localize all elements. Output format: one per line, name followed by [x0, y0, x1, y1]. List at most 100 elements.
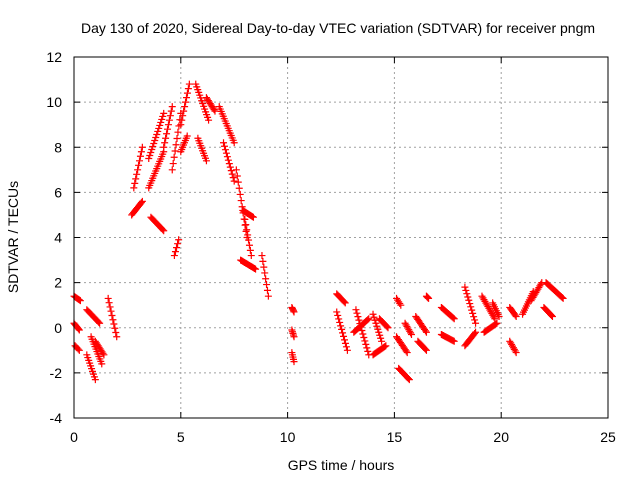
data-point [137, 148, 145, 156]
data-point [75, 346, 83, 354]
data-point [258, 252, 266, 260]
data-point [98, 360, 106, 368]
data-point [468, 306, 476, 314]
data-point [537, 280, 545, 288]
data-point [290, 333, 298, 341]
data-point [407, 331, 415, 339]
data-point [162, 134, 170, 142]
data-point [160, 227, 168, 235]
data-point [492, 320, 500, 328]
data-point [136, 157, 144, 165]
data-point [156, 121, 164, 129]
data-point [382, 342, 390, 350]
data-point [205, 116, 213, 124]
data-point [340, 336, 348, 344]
y-tick-label: 2 [54, 275, 62, 291]
data-point [133, 170, 141, 178]
y-tick-label: 4 [54, 230, 62, 246]
data-point [403, 349, 411, 357]
data-point [164, 121, 172, 129]
data-point [150, 139, 158, 147]
data-point [169, 160, 177, 168]
data-point [264, 292, 272, 300]
data-point [261, 269, 269, 277]
data-point [164, 125, 172, 133]
data-point [75, 296, 83, 304]
y-tick-label: 6 [54, 184, 62, 200]
data-point [338, 325, 346, 333]
data-point [251, 264, 259, 272]
data-point [558, 294, 566, 302]
data-point [362, 340, 370, 348]
data-point [160, 109, 168, 117]
data-point [170, 153, 178, 161]
data-point [422, 328, 430, 336]
data-point [134, 166, 142, 174]
data-point [360, 333, 368, 341]
data-point [95, 318, 103, 326]
data-point [449, 314, 457, 322]
data-point [74, 345, 82, 353]
data-point [183, 89, 191, 97]
data-point [152, 133, 160, 141]
data-point [174, 128, 182, 136]
data-point [491, 315, 499, 323]
data-point [105, 299, 113, 307]
x-tick-label: 15 [387, 429, 403, 445]
data-point [548, 312, 556, 320]
data-point [171, 248, 179, 256]
data-point [112, 329, 120, 337]
data-point [263, 281, 271, 289]
data-point [153, 130, 161, 138]
data-point [108, 311, 116, 319]
data-point [333, 308, 341, 316]
data-point [224, 156, 232, 164]
data-point [340, 298, 348, 306]
data-point [465, 296, 473, 304]
data-point [167, 107, 175, 115]
data-point [548, 311, 556, 319]
grid [74, 57, 608, 418]
data-point [422, 346, 430, 354]
data-point [183, 132, 191, 140]
data-point [364, 347, 372, 355]
data-point [222, 149, 230, 157]
data-point [223, 153, 231, 161]
data-point [404, 375, 412, 383]
data-point [245, 241, 253, 249]
data-point [381, 342, 389, 350]
data-point [170, 252, 178, 260]
y-tick-label: -4 [50, 410, 63, 426]
data-point [247, 252, 255, 260]
data-point [158, 115, 166, 123]
data-point [181, 103, 189, 111]
data-point [146, 152, 154, 160]
data-point [342, 343, 350, 351]
data-point [160, 143, 168, 151]
data-point [421, 345, 429, 353]
data-point [559, 294, 567, 302]
data-point [472, 319, 480, 327]
data-point [232, 166, 240, 174]
data-point [369, 310, 377, 318]
data-point [96, 319, 104, 327]
data-point [234, 178, 242, 186]
data-point [147, 149, 155, 157]
data-point [130, 184, 138, 192]
data-point [233, 172, 241, 180]
data-point [148, 146, 156, 154]
data-point [185, 80, 193, 88]
data-point [104, 294, 112, 302]
y-tick-label: 12 [46, 49, 62, 65]
data-point [356, 320, 364, 328]
data-point [177, 121, 185, 129]
data-point [184, 85, 192, 93]
data-point [336, 318, 344, 326]
data-point [358, 327, 366, 335]
data-point [466, 300, 474, 308]
data-point [365, 315, 373, 323]
data-point [450, 337, 458, 345]
data-point [220, 139, 228, 147]
data-point [248, 213, 256, 221]
data-point [243, 226, 251, 234]
